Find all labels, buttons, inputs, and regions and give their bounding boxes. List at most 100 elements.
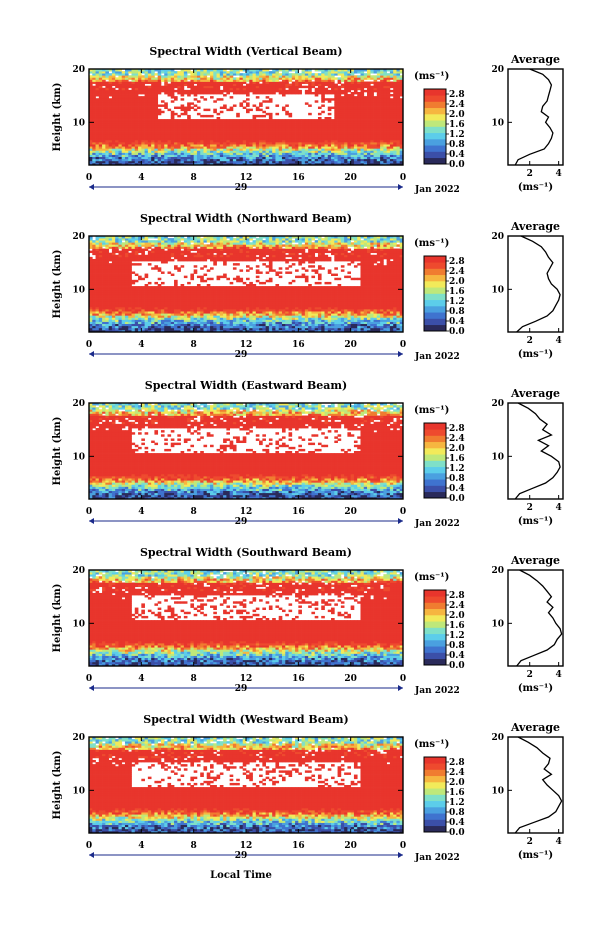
heatmap-cell xyxy=(213,159,217,161)
heatmap-cell xyxy=(256,148,260,150)
heatmap-cell xyxy=(187,146,191,148)
heatmap-cell xyxy=(92,157,96,159)
heatmap-cell xyxy=(302,140,306,142)
heatmap-cell xyxy=(145,144,149,146)
heatmap-cell xyxy=(109,136,113,138)
heatmap-cell xyxy=(154,142,158,144)
heatmap-cell xyxy=(334,148,338,150)
heatmap-cell xyxy=(246,146,250,148)
heatmap-cell xyxy=(246,150,250,152)
heatmap-cell xyxy=(230,152,234,154)
heatmap-cell xyxy=(109,152,113,154)
heatmap-cell xyxy=(132,144,136,146)
heatmap-cell xyxy=(292,148,296,150)
heatmap-cell xyxy=(236,152,240,154)
heatmap-cell xyxy=(168,152,172,154)
heatmap-cell xyxy=(99,150,103,152)
heatmap-cell xyxy=(200,140,204,142)
heatmap-cell xyxy=(96,148,100,150)
heatmap-cell xyxy=(122,150,126,152)
heatmap-cell xyxy=(396,138,400,140)
heatmap-cell xyxy=(344,150,348,152)
heatmap-cell xyxy=(367,140,371,142)
heatmap-cell xyxy=(99,161,103,163)
heatmap-cell xyxy=(161,142,165,144)
heatmap-cell xyxy=(328,148,332,150)
heatmap-cell xyxy=(311,144,315,146)
heatmap-cell xyxy=(262,157,266,159)
heatmap-cell xyxy=(289,138,293,140)
heatmap-cell xyxy=(325,142,329,144)
heatmap-cell xyxy=(148,144,152,146)
heatmap-cell xyxy=(135,159,139,161)
heatmap-cell xyxy=(311,146,315,148)
heatmap-cell xyxy=(96,140,100,142)
heatmap-cell xyxy=(367,150,371,152)
heatmap-cell xyxy=(308,148,312,150)
heatmap-cell xyxy=(256,152,260,154)
heatmap-cell xyxy=(122,148,126,150)
heatmap-cell xyxy=(285,161,289,163)
heatmap-cell xyxy=(109,146,113,148)
heatmap-cell xyxy=(269,140,273,142)
heatmap-cell xyxy=(161,157,165,159)
heatmap-cell xyxy=(253,161,257,163)
heatmap-cell xyxy=(161,161,165,163)
heatmap-cell xyxy=(279,152,283,154)
heatmap-cell xyxy=(393,159,397,161)
heatmap-cell xyxy=(285,148,289,150)
heatmap-cell xyxy=(226,159,230,161)
heatmap-cell xyxy=(311,159,315,161)
heatmap-cell xyxy=(132,161,136,163)
heatmap-cell xyxy=(269,159,273,161)
heatmap-cell xyxy=(102,155,106,157)
heatmap-cell xyxy=(158,140,162,142)
heatmap-cell xyxy=(135,136,139,138)
heatmap-cell xyxy=(262,142,266,144)
heatmap-cell xyxy=(360,157,364,159)
heatmap-cell xyxy=(200,146,204,148)
heatmap-cell xyxy=(220,142,224,144)
heatmap-cell xyxy=(318,138,322,140)
heatmap-cell xyxy=(171,140,175,142)
heatmap-cell xyxy=(115,140,119,142)
heatmap-cell xyxy=(266,152,270,154)
heatmap-cell xyxy=(194,144,198,146)
heatmap-cell xyxy=(151,138,155,140)
heatmap-cell xyxy=(223,138,227,140)
heatmap-cell xyxy=(364,140,368,142)
heatmap-cell xyxy=(344,161,348,163)
heatmap-cell xyxy=(128,148,132,150)
heatmap-cell xyxy=(331,155,335,157)
heatmap-cell xyxy=(145,140,149,142)
heatmap-cell xyxy=(118,146,122,148)
heatmap-cell xyxy=(246,148,250,150)
heatmap-cell xyxy=(295,142,299,144)
heatmap-cell xyxy=(383,155,387,157)
heatmap-cell xyxy=(357,157,361,159)
heatmap-cell xyxy=(380,138,384,140)
heatmap-cell xyxy=(383,148,387,150)
heatmap-cell xyxy=(243,142,247,144)
heatmap-cell xyxy=(374,161,378,163)
heatmap-cell xyxy=(171,148,175,150)
heatmap-cell xyxy=(96,142,100,144)
heatmap-cell xyxy=(289,142,293,144)
heatmap-cell xyxy=(383,138,387,140)
heatmap-cell xyxy=(132,136,136,138)
heatmap-cell xyxy=(233,157,237,159)
heatmap-cell xyxy=(213,155,217,157)
heatmap-cell xyxy=(351,138,355,140)
heatmap-cell xyxy=(262,144,266,146)
heatmap-cell xyxy=(151,152,155,154)
heatmap-cell xyxy=(223,146,227,148)
heatmap-cell xyxy=(174,150,178,152)
heatmap-cell xyxy=(118,157,122,159)
heatmap-cell xyxy=(262,146,266,148)
heatmap-cell xyxy=(184,138,188,140)
heatmap-cell xyxy=(279,140,283,142)
heatmap-cell xyxy=(197,138,201,140)
heatmap-cell xyxy=(321,157,325,159)
heatmap-cell xyxy=(161,155,165,157)
heatmap-cell xyxy=(383,161,387,163)
